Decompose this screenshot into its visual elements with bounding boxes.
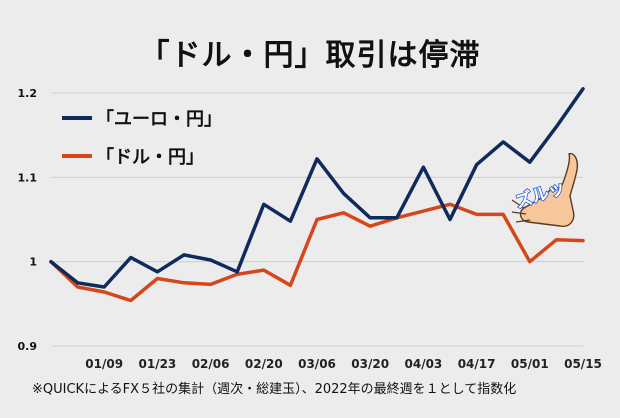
y-tick-label: 1.2 [18, 87, 38, 100]
pointing-hand-icon [511, 152, 579, 227]
x-axis-ticks: 01/09 01/23 02/06 02/20 03/06 03/20 04/03 04/17… [85, 357, 602, 371]
x-tick-label: 02/20 [245, 357, 283, 371]
series-line [49, 87, 585, 289]
x-tick-label: 05/01 [511, 357, 549, 371]
y-tick-label: 1 [29, 256, 37, 269]
chart-title: 「ドル・円」取引は停滞 [139, 38, 481, 73]
series-lines [49, 87, 585, 303]
x-tick-label: 02/06 [192, 357, 230, 371]
legend: 「ユーロ・円」「ドル・円」 [62, 108, 222, 168]
x-tick-label: 01/09 [85, 357, 123, 371]
y-tick-label: 0.9 [18, 340, 38, 353]
legend-label: 「ドル・円」 [96, 146, 204, 168]
y-tick-label: 1.1 [18, 171, 38, 184]
x-tick-label: 04/17 [458, 357, 496, 371]
x-tick-label: 03/06 [298, 357, 336, 371]
x-tick-label: 05/15 [564, 357, 602, 371]
x-tick-label: 01/23 [139, 357, 177, 371]
x-tick-label: 04/03 [405, 357, 443, 371]
y-axis-ticks: 0.9 1 1.1 1.2 [18, 87, 38, 353]
footnote: ※QUICKによるFX５社の集計（週次・総建玉）、2022年の最終週を１として指… [32, 382, 517, 397]
legend-label: 「ユーロ・円」 [96, 108, 222, 130]
x-tick-label: 03/20 [351, 357, 389, 371]
series-line [49, 202, 585, 303]
